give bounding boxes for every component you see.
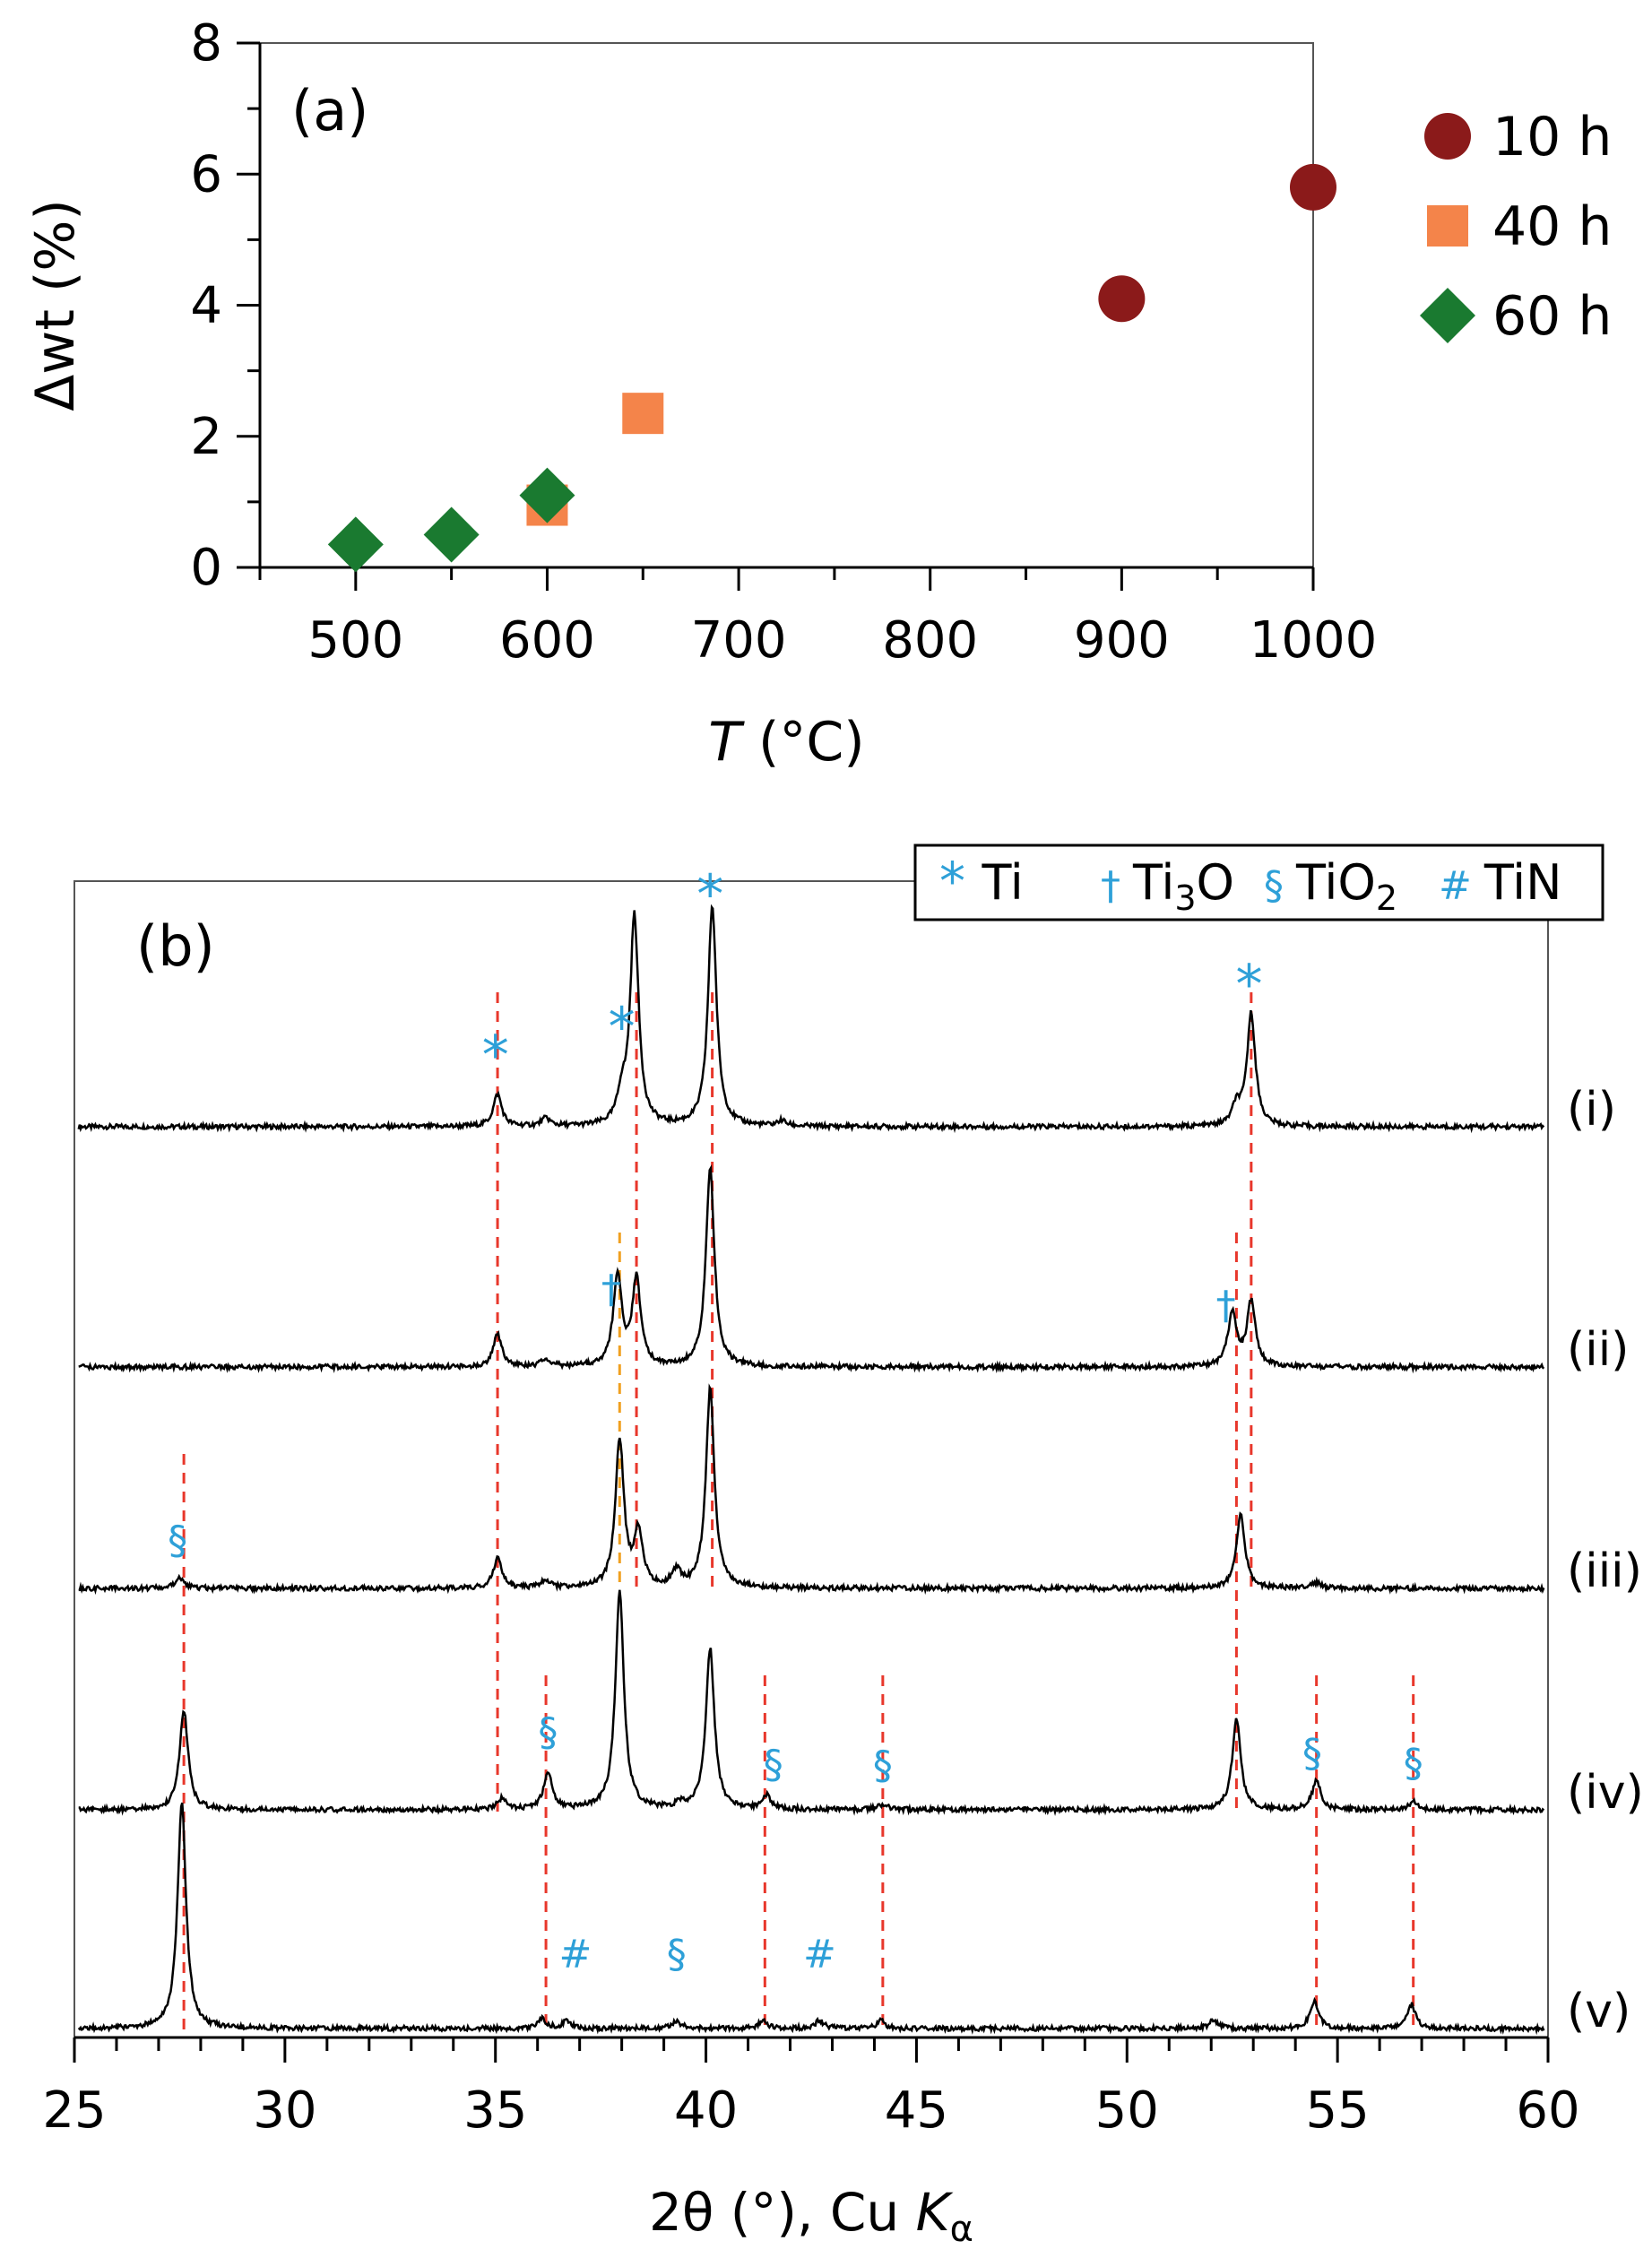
peak-symbol: #: [559, 1932, 592, 1977]
xrd-pattern-4: [78, 1589, 1545, 1817]
phase-legend-entry: # TiN: [1439, 854, 1562, 911]
x-tick-label: 700: [691, 611, 787, 670]
legend-label: 40 h: [1492, 195, 1612, 258]
xrd-pattern-2: [78, 1164, 1545, 1374]
y-tick-label: 8: [190, 14, 222, 73]
pattern-label: (i): [1567, 1083, 1616, 1137]
plot-frame: [259, 42, 1314, 568]
data-point-diamond: [519, 467, 575, 523]
y-axis-label: Δwt (%): [24, 199, 87, 411]
xrd-pattern-5: [77, 1802, 1545, 2036]
legend-label: 60 h: [1492, 285, 1612, 348]
x-tick-label: 35: [463, 2081, 527, 2140]
legend-marker-square: [1427, 205, 1468, 247]
peak-symbol: §: [168, 1518, 187, 1564]
peak-symbol: *: [482, 1025, 509, 1087]
x-tick-label: 500: [307, 611, 403, 670]
peak-symbol: §: [667, 1932, 687, 1977]
x-tick-label: 900: [1074, 611, 1170, 670]
pattern-label: (ii): [1567, 1323, 1629, 1377]
legend-marker-diamond: [1420, 288, 1475, 343]
peak-symbol: *: [696, 863, 723, 926]
peak-symbol: §: [873, 1743, 893, 1789]
phase-legend-entry: * Ti: [939, 851, 1024, 912]
phase-legend-box: [913, 844, 1604, 921]
data-point-square: [622, 393, 664, 435]
data-point-circle: [1098, 275, 1146, 323]
x-tick-label: 60: [1516, 2081, 1579, 2140]
y-tick-label: 2: [190, 408, 222, 466]
y-tick-label: 4: [190, 277, 222, 335]
peak-symbol: §: [538, 1709, 558, 1755]
peak-symbol: §: [764, 1743, 783, 1788]
plot-frame: [74, 880, 1549, 2038]
pattern-label: (v): [1567, 1985, 1630, 2038]
x-tick-label: 1000: [1250, 611, 1378, 670]
xrd-pattern-3: [78, 1383, 1545, 1596]
pattern-label: (iii): [1567, 1544, 1642, 1598]
x-axis-label: T (°C): [708, 711, 864, 774]
data-point-diamond: [423, 506, 480, 563]
x-tick-label: 800: [882, 611, 978, 670]
phase-legend-entry: § TiO2: [1264, 854, 1397, 918]
peak-symbol: #: [803, 1932, 836, 1977]
panel-a-weight-gain-chart: 0 2 4 6 8 500 600 700 800 900 1000 T (°C) Δwt (%) (a)…: [24, 14, 1612, 774]
phase-legend-entry: † Ti3O: [1101, 854, 1234, 918]
xrd-pattern-1: [77, 904, 1545, 1134]
x-tick-label: 50: [1095, 2081, 1159, 2140]
peak-symbol: §: [1302, 1731, 1322, 1777]
x-tick-label: 40: [674, 2081, 738, 2140]
x-tick-label: 30: [253, 2081, 316, 2140]
x-tick-label: 600: [499, 611, 595, 670]
x-axis-label: 2θ (°), Cu Kα: [649, 2182, 973, 2250]
peak-symbol: †: [1216, 1283, 1236, 1328]
panel-label-b: (b): [136, 913, 215, 979]
peak-symbol: §: [1404, 1741, 1423, 1787]
x-tick-label: 55: [1306, 2081, 1370, 2140]
peak-symbol: †: [601, 1267, 621, 1312]
data-point-circle: [1290, 163, 1336, 211]
y-tick-label: 6: [190, 145, 222, 203]
legend-label: 10 h: [1492, 106, 1612, 169]
peak-symbol: *: [1236, 954, 1263, 1017]
peak-symbol: *: [609, 996, 636, 1059]
pattern-label: (iv): [1567, 1766, 1644, 1820]
data-point-diamond: [327, 516, 384, 573]
panel-b-xrd-chart: 25 30 35 40 45 50 55 60 2θ (°), Cu Kα (b) (i) (ii) (…: [42, 844, 1644, 2250]
y-tick-label: 0: [190, 539, 222, 597]
legend-marker-circle: [1424, 113, 1471, 160]
x-tick-label: 45: [885, 2081, 948, 2140]
x-tick-label: 25: [42, 2081, 106, 2140]
panel-label-a: (a): [291, 78, 368, 143]
